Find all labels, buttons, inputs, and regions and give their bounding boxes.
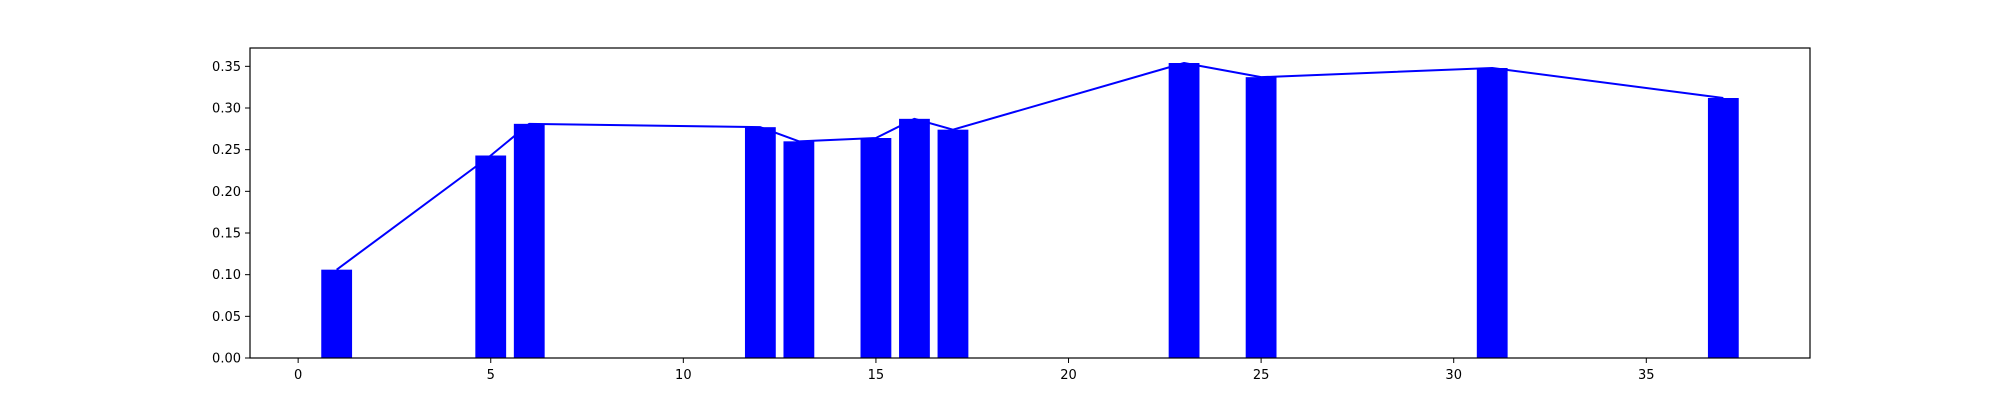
y-tick-label-0.2: 0.20 bbox=[212, 185, 241, 200]
bar-1 bbox=[321, 269, 353, 358]
x-tick-label-30: 30 bbox=[1445, 368, 1462, 383]
y-tick-label-0.05: 0.05 bbox=[212, 310, 241, 325]
x-tick-label-20: 20 bbox=[1060, 368, 1077, 383]
x-tick-label-5: 5 bbox=[487, 368, 495, 383]
bar-12 bbox=[744, 127, 776, 358]
bar-23 bbox=[1168, 63, 1200, 358]
bar-16 bbox=[899, 118, 930, 358]
bar-13 bbox=[783, 141, 815, 358]
bars-layer bbox=[321, 63, 1739, 359]
x-tick-label-15: 15 bbox=[868, 368, 885, 383]
bar-17 bbox=[937, 129, 969, 358]
axes-layer bbox=[249, 47, 1811, 359]
series-line bbox=[336, 62, 1724, 271]
y-tick-label-0.35: 0.35 bbox=[212, 60, 241, 75]
bar-31 bbox=[1476, 68, 1508, 358]
y-tick-label-0: 0.00 bbox=[212, 352, 241, 367]
x-ticks-layer: 0 5 10 15 20 25 30 35 bbox=[294, 358, 1655, 383]
x-tick-label-25: 25 bbox=[1253, 368, 1270, 383]
line-layer bbox=[336, 62, 1724, 271]
x-tick-label-0: 0 bbox=[294, 368, 302, 383]
y-tick-label-0.3: 0.30 bbox=[212, 102, 241, 117]
x-tick-label-35: 35 bbox=[1638, 368, 1655, 383]
bar-15 bbox=[860, 138, 892, 358]
y-tick-label-0.15: 0.15 bbox=[212, 227, 241, 242]
plot-frame bbox=[249, 47, 1811, 359]
y-ticks-layer: 0.00 0.05 0.10 0.15 0.20 0.25 0.30 0.35 bbox=[212, 60, 250, 367]
bar-5 bbox=[475, 155, 507, 358]
bar-37 bbox=[1707, 98, 1739, 358]
bar-6 bbox=[513, 123, 545, 358]
y-tick-label-0.25: 0.25 bbox=[212, 143, 241, 158]
bar-25 bbox=[1245, 77, 1277, 359]
y-tick-label-0.1: 0.10 bbox=[212, 268, 241, 283]
x-tick-label-10: 10 bbox=[675, 368, 692, 383]
